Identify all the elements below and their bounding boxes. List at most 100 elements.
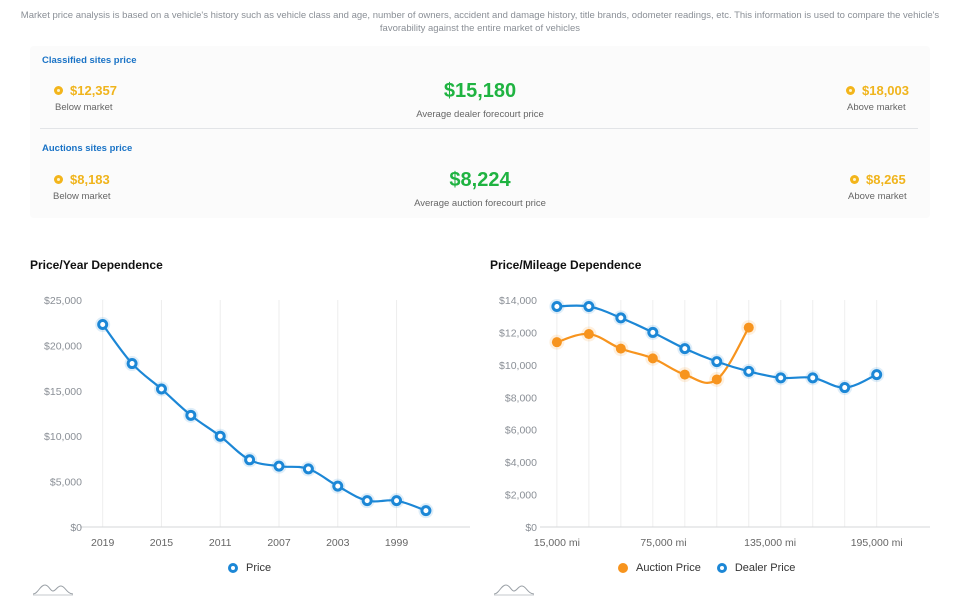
classified-average-label: Average dealer forecourt price: [416, 109, 544, 120]
legend-label-dealer-price: Dealer Price: [734, 562, 796, 574]
y-tick-label: $2,000: [505, 490, 537, 502]
data-point: [647, 326, 659, 338]
price-year-chart: $0 $5,000 $10,000 $15,000 $20,000 $25,000 2019…: [44, 295, 470, 549]
x-tick-label: 1999: [385, 537, 409, 549]
price-mileage-chart: $0 $2,000 $4,000 $6,000 $8,000 $10,000 $12,000…: [499, 295, 930, 549]
coin-icon: [846, 86, 855, 95]
y-tick-label: $20,000: [44, 340, 82, 352]
y-tick-label: $0: [70, 522, 82, 534]
y-tick-label: $10,000: [44, 431, 82, 443]
series-line: [101, 323, 427, 512]
price-year-legend: Price: [228, 562, 287, 574]
classified-section-title: Classified sites price: [42, 55, 137, 66]
data-point: [711, 374, 722, 385]
legend-marker-auction-price: [618, 563, 628, 573]
x-tick-label: 15,000 mi: [534, 537, 580, 549]
chart-type-icon[interactable]: [493, 582, 535, 596]
data-point: [807, 372, 819, 384]
legend-marker-dealer-price: [716, 563, 727, 573]
auctions-section-title: Auctions sites price: [42, 143, 133, 154]
legend-marker-price: [228, 563, 238, 573]
data-point: [551, 300, 563, 312]
auctions-average: $8,224 Average auction forecourt price: [30, 169, 930, 209]
data-point: [273, 460, 285, 472]
data-point: [583, 300, 595, 312]
auctions-above-label: Above market: [848, 191, 907, 202]
coin-icon: [850, 175, 859, 184]
price-mileage-legend: Auction Price Dealer Price: [618, 562, 811, 574]
data-point: [743, 365, 755, 377]
data-point: [839, 382, 851, 394]
legend-label-auction-price: Auction Price: [636, 562, 701, 574]
classified-above-market: $18,003 Above market: [846, 83, 909, 113]
auctions-average-value: $8,224: [449, 169, 511, 191]
data-point: [871, 369, 883, 381]
y-tick-label: $15,000: [44, 386, 82, 398]
auctions-below-label: Below market: [53, 191, 111, 202]
data-point: [551, 337, 562, 348]
data-point: [302, 463, 314, 475]
data-point: [332, 480, 344, 492]
data-point: [679, 343, 691, 355]
x-tick-label: 135,000 mi: [744, 537, 796, 549]
x-tick-label: 2003: [326, 537, 350, 549]
classified-below-value: $12,357: [70, 83, 117, 98]
data-point: [775, 372, 787, 384]
auctions-average-label: Average auction forecourt price: [414, 198, 546, 209]
data-point: [711, 356, 723, 368]
data-point: [679, 369, 690, 380]
classified-above-label: Above market: [847, 102, 906, 113]
data-point: [155, 383, 167, 395]
price-summary-panel: Classified sites price $12,357 Below mar…: [30, 46, 930, 218]
price-mileage-chart-title: Price/Mileage Dependence: [490, 258, 642, 272]
x-tick-label: 2011: [209, 537, 232, 549]
auctions-below-market: $8,183 Below market: [53, 172, 111, 202]
data-point: [185, 409, 197, 421]
data-point: [583, 329, 594, 340]
x-tick-label: 195,000 mi: [851, 537, 903, 549]
y-tick-label: $14,000: [499, 295, 537, 307]
y-tick-label: $8,000: [505, 392, 537, 404]
data-point: [743, 322, 754, 333]
classified-below-market: $12,357 Below market: [54, 83, 117, 113]
y-tick-label: $5,000: [50, 477, 82, 489]
data-point: [615, 343, 626, 354]
data-point: [214, 430, 226, 442]
data-point: [420, 505, 432, 517]
classified-below-label: Below market: [55, 102, 113, 113]
chart-type-icon[interactable]: [32, 582, 74, 596]
x-tick-label: 75,000 mi: [640, 537, 686, 549]
section-divider: [40, 128, 918, 129]
classified-average-value: $15,180: [443, 80, 517, 102]
data-point: [97, 319, 109, 331]
y-tick-label: $6,000: [505, 425, 537, 437]
legend-item-price[interactable]: Price: [228, 562, 271, 574]
x-tick-label: 2007: [267, 537, 291, 549]
data-point: [126, 358, 138, 370]
y-tick-label: $4,000: [505, 457, 537, 469]
auctions-above-value: $8,265: [866, 172, 906, 187]
x-tick-label: 2019: [91, 537, 115, 549]
legend-item-dealer-price[interactable]: Dealer Price: [716, 562, 796, 574]
y-tick-label: $12,000: [499, 327, 537, 339]
auctions-below-value: $8,183: [70, 172, 110, 187]
legend-label-price: Price: [246, 562, 272, 574]
legend-item-auction-price[interactable]: Auction Price: [618, 562, 701, 574]
data-point: [244, 454, 256, 466]
classified-average: $15,180 Average dealer forecourt price: [30, 80, 930, 120]
y-tick-label: $0: [525, 522, 537, 534]
data-point: [615, 312, 627, 324]
coin-icon: [54, 86, 63, 95]
y-tick-label: $25,000: [44, 295, 82, 307]
auctions-above-market: $8,265 Above market: [848, 172, 907, 202]
data-point: [391, 495, 403, 507]
coin-icon: [54, 175, 63, 184]
price-year-chart-title: Price/Year Dependence: [30, 258, 163, 272]
data-point: [361, 495, 373, 507]
market-analysis-disclaimer: Market price analysis is based on a vehi…: [20, 10, 940, 34]
classified-above-value: $18,003: [862, 83, 909, 98]
data-point: [647, 353, 658, 364]
y-tick-label: $10,000: [499, 360, 537, 372]
x-tick-label: 2015: [150, 537, 174, 549]
